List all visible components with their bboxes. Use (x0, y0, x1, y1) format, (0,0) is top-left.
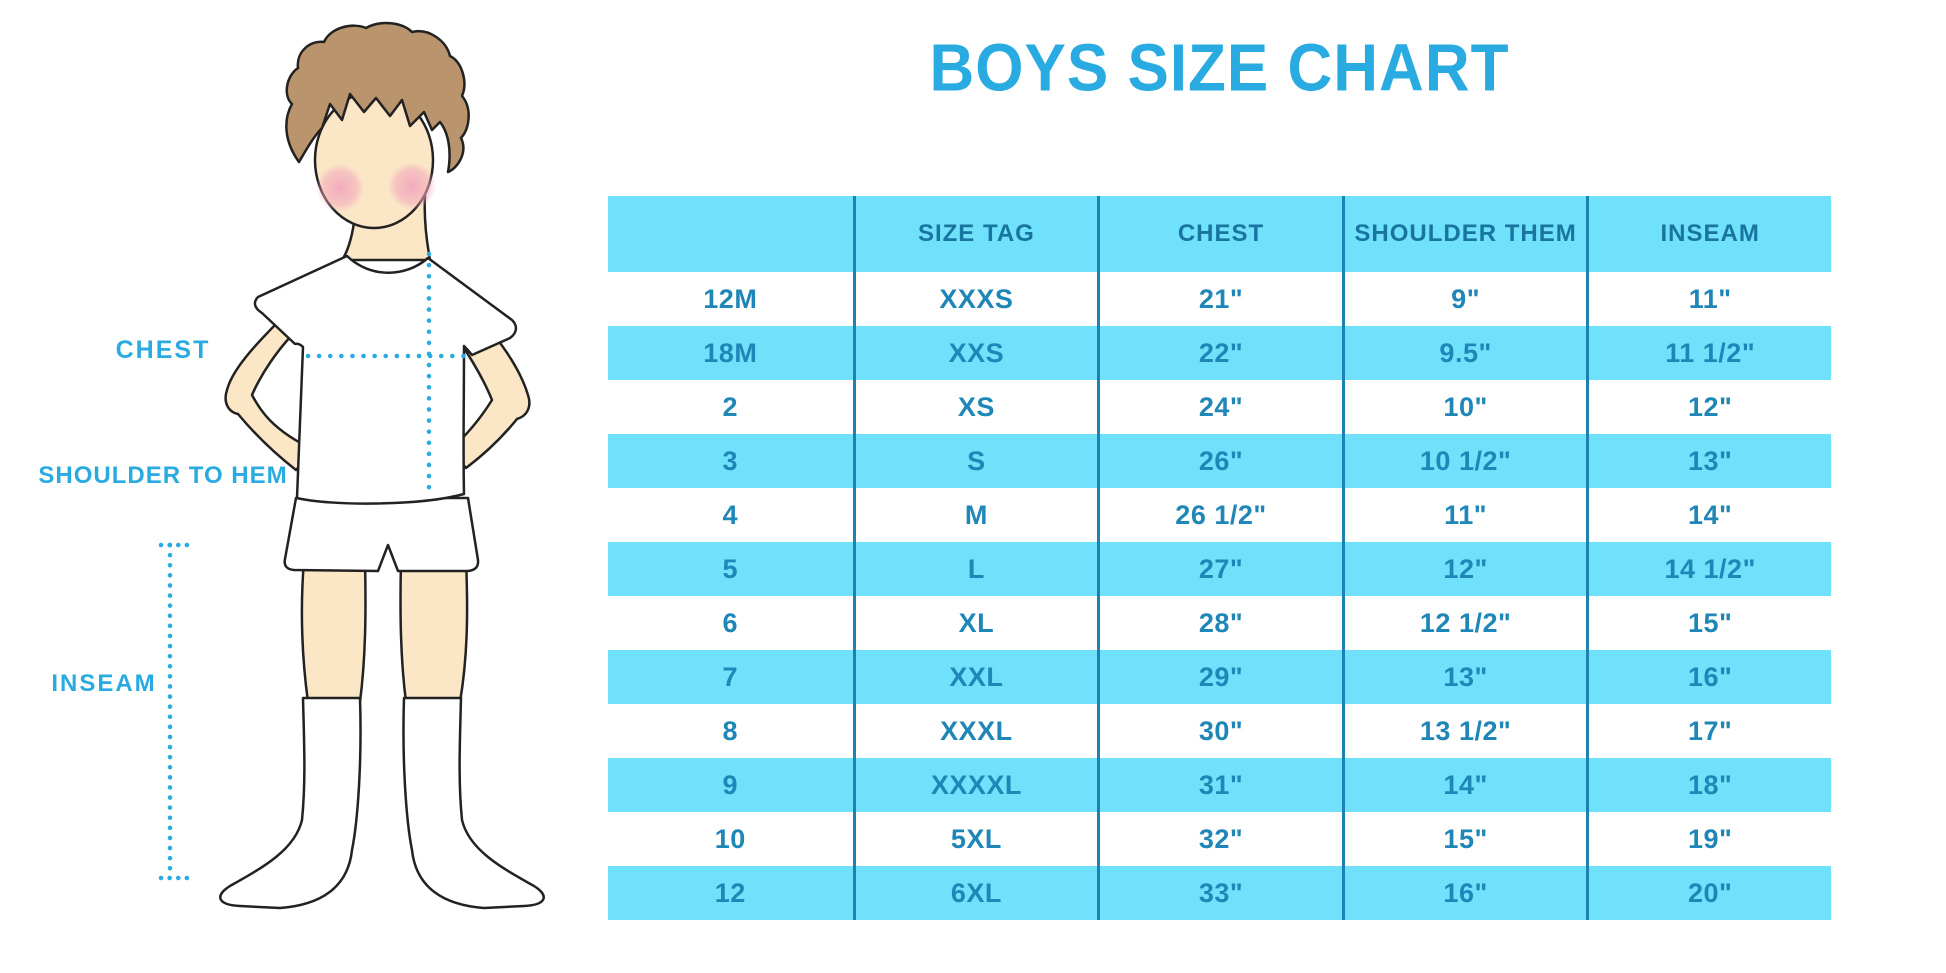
table-cell: 13 1/2" (1341, 704, 1587, 758)
table-cell: 30" (1097, 704, 1342, 758)
table-cell: 14" (1586, 488, 1831, 542)
header-cell: SIZE TAG (852, 196, 1098, 272)
boy-shorts (283, 496, 480, 573)
table-cell: 15" (1586, 596, 1831, 650)
table-cell: 24" (1097, 380, 1342, 434)
table-cell: 5XL (852, 812, 1098, 866)
table-cell: 18" (1586, 758, 1831, 812)
table-cell: XXXL (852, 704, 1098, 758)
table-cell: 11 1/2" (1586, 326, 1831, 380)
label-inseam: INSEAM (51, 670, 157, 697)
boy-figure-illustration (158, 21, 545, 910)
boy-cheek-left (316, 164, 364, 212)
table-cell: 29" (1097, 650, 1342, 704)
label-shoulder-to-hem: SHOULDER TO HEM (38, 462, 288, 489)
table-cell: 8 (608, 704, 853, 758)
header-cell (608, 196, 853, 272)
table-cell: 20" (1586, 866, 1831, 920)
table-cell: 22" (1097, 326, 1342, 380)
table-cell: 16" (1586, 650, 1831, 704)
table-cell: 19" (1586, 812, 1831, 866)
boy-legs (300, 558, 469, 704)
table-cell: 28" (1097, 596, 1342, 650)
header-cell: CHEST (1097, 196, 1342, 272)
table-cell: 12" (1341, 542, 1587, 596)
header-cell: INSEAM (1586, 196, 1831, 272)
label-chest: CHEST (115, 336, 211, 364)
table-cell: 6 (608, 596, 853, 650)
table-cell: 12" (1586, 380, 1831, 434)
table-cell: 26 1/2" (1097, 488, 1342, 542)
table-cell: 27" (1097, 542, 1342, 596)
table-cell: XXXS (852, 272, 1098, 326)
table-cell: 9 (608, 758, 853, 812)
table-cell: 4 (608, 488, 853, 542)
table-cell: 11" (1586, 272, 1831, 326)
table-cell: XL (852, 596, 1098, 650)
table-cell: 16" (1341, 866, 1587, 920)
table-cell: S (852, 434, 1098, 488)
table-cell: XXL (852, 650, 1098, 704)
table-cell: 10 1/2" (1341, 434, 1587, 488)
boy-hair (285, 21, 470, 174)
boy-socks (219, 696, 545, 910)
table-cell: 13" (1586, 434, 1831, 488)
table-cell: XS (852, 380, 1098, 434)
table-cell: 9.5" (1341, 326, 1587, 380)
table-cell: 14" (1341, 758, 1587, 812)
table-cell: 17" (1586, 704, 1831, 758)
table-cell: 32" (1097, 812, 1342, 866)
size-table: SIZE TAG CHEST SHOULDER THEM INSEAM 12M XXXS 2… (608, 196, 1831, 920)
table-cell: 15" (1341, 812, 1587, 866)
table-cell: 18M (608, 326, 853, 380)
table-cell: XXXXL (852, 758, 1098, 812)
table-cell: 26" (1097, 434, 1342, 488)
table-cell: 33" (1097, 866, 1342, 920)
table-cell: 13" (1341, 650, 1587, 704)
table-cell: 9" (1341, 272, 1587, 326)
table-cell: 10" (1341, 380, 1587, 434)
table-cell: 31" (1097, 758, 1342, 812)
table-cell: 12 (608, 866, 853, 920)
table-cell: 12 1/2" (1341, 596, 1587, 650)
table-cell: 2 (608, 380, 853, 434)
table-cell: 6XL (852, 866, 1098, 920)
boy-shirt (253, 254, 518, 505)
table-cell: M (852, 488, 1098, 542)
boy-cheek-right (388, 162, 436, 210)
boy-arms (224, 318, 531, 472)
table-cell: L (852, 542, 1098, 596)
table-cell: 3 (608, 434, 853, 488)
table-cell: XXS (852, 326, 1098, 380)
page-title: BOYS SIZE CHART (929, 31, 1510, 106)
table-cell: 21" (1097, 272, 1342, 326)
table-cell: 11" (1341, 488, 1587, 542)
table-cell: 10 (608, 812, 853, 866)
table-cell: 5 (608, 542, 853, 596)
header-cell: SHOULDER THEM (1341, 196, 1587, 272)
table-cell: 12M (608, 272, 853, 326)
table-cell: 14 1/2" (1586, 542, 1831, 596)
table-cell: 7 (608, 650, 853, 704)
